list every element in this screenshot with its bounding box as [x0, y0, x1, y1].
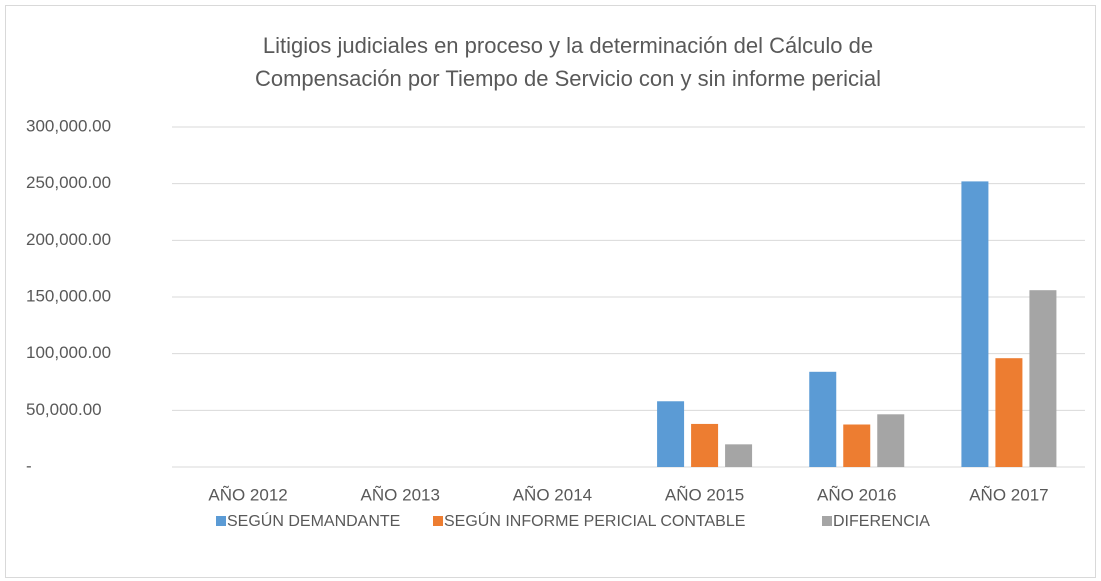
- bar: [995, 358, 1023, 467]
- bar: [843, 424, 871, 467]
- bar: [877, 414, 905, 467]
- bar: [691, 423, 719, 467]
- bar: [657, 401, 685, 467]
- bar: [1029, 290, 1057, 467]
- y-tick-label: -: [26, 456, 32, 475]
- legend-swatch: [822, 516, 832, 526]
- x-tick-label: AÑO 2014: [513, 485, 592, 504]
- legend-swatch: [216, 516, 226, 526]
- y-tick-label: 50,000.00: [26, 400, 102, 419]
- y-tick-label: 100,000.00: [26, 343, 111, 362]
- bar: [809, 371, 837, 467]
- x-tick-label: AÑO 2013: [361, 485, 440, 504]
- legend-swatch: [433, 516, 443, 526]
- chart-border: [5, 5, 1096, 578]
- legend-label: DIFERENCIA: [833, 513, 930, 530]
- y-tick-label: 200,000.00: [26, 230, 111, 249]
- x-tick-label: AÑO 2016: [817, 485, 896, 504]
- bar: [961, 181, 989, 467]
- y-tick-label: 250,000.00: [26, 173, 111, 192]
- y-tick-label: 300,000.00: [26, 116, 111, 135]
- y-tick-label: 150,000.00: [26, 286, 111, 305]
- legend-label: SEGÚN INFORME PERICIAL CONTABLE: [444, 511, 745, 530]
- chart-title: Compensación por Tiempo de Servicio con …: [255, 66, 881, 91]
- x-tick-label: AÑO 2015: [665, 485, 744, 504]
- chart-title: Litigios judiciales en proceso y la dete…: [263, 33, 873, 58]
- x-tick-label: AÑO 2012: [208, 485, 287, 504]
- x-tick-label: AÑO 2017: [969, 485, 1048, 504]
- bar: [725, 444, 753, 467]
- legend-label: SEGÚN DEMANDANTE: [227, 511, 400, 530]
